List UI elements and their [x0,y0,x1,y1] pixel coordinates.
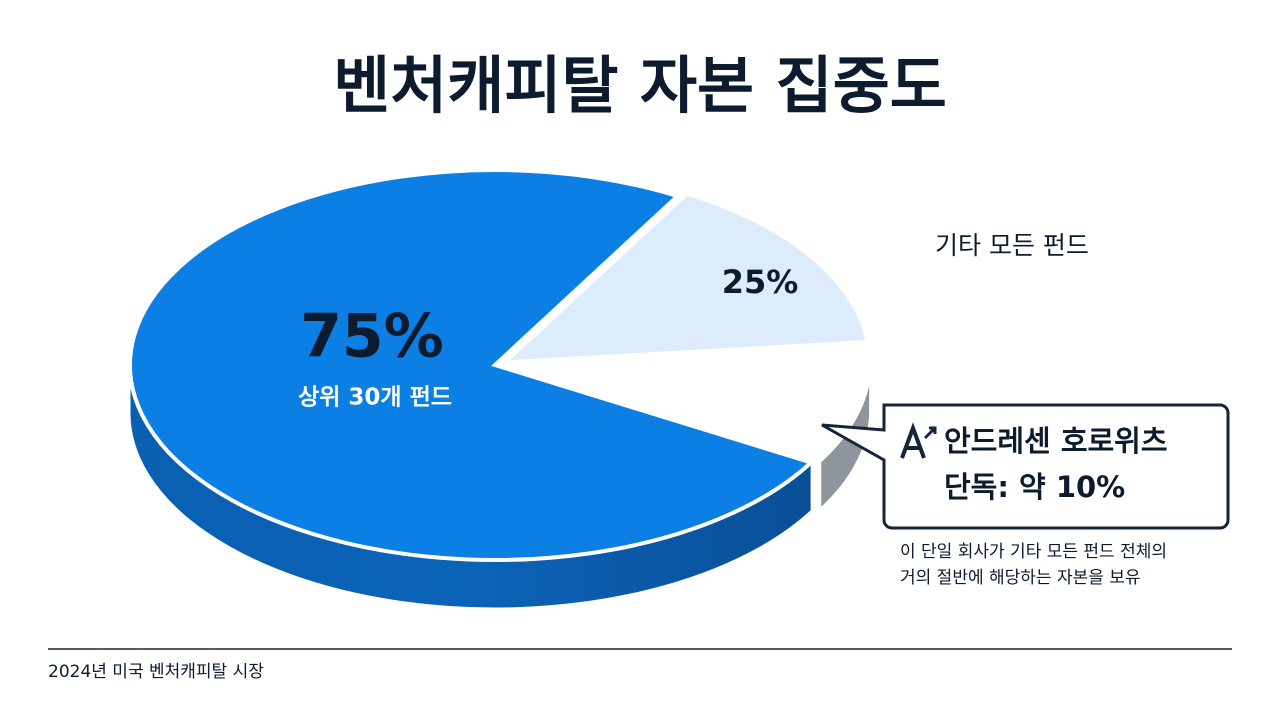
slice-label: 기타 모든 펀드 [935,231,1089,260]
pie [128,168,872,609]
category-label: 상위 30개 펀드 [298,385,452,411]
callout-box [821,403,1230,530]
callout-value: 단독: 약 10% [944,470,1125,504]
callout-title: 안드레센 호로위츠 [944,424,1168,458]
callout-note: 이 단일 회사가 기타 모든 펀드 전체의 [900,542,1167,562]
logo [900,422,937,459]
slice [128,168,816,562]
value-label: 25% [722,263,799,301]
value-label: 75% [300,302,444,372]
footer: 2024년 미국 벤처캐피탈 시장 [48,662,264,682]
chart-title: 벤처캐피탈 자본 집중도 [333,49,947,122]
sub-slice [504,339,872,463]
callout-note: 거의 절반에 해당하는 자본을 보유 [900,568,1141,588]
